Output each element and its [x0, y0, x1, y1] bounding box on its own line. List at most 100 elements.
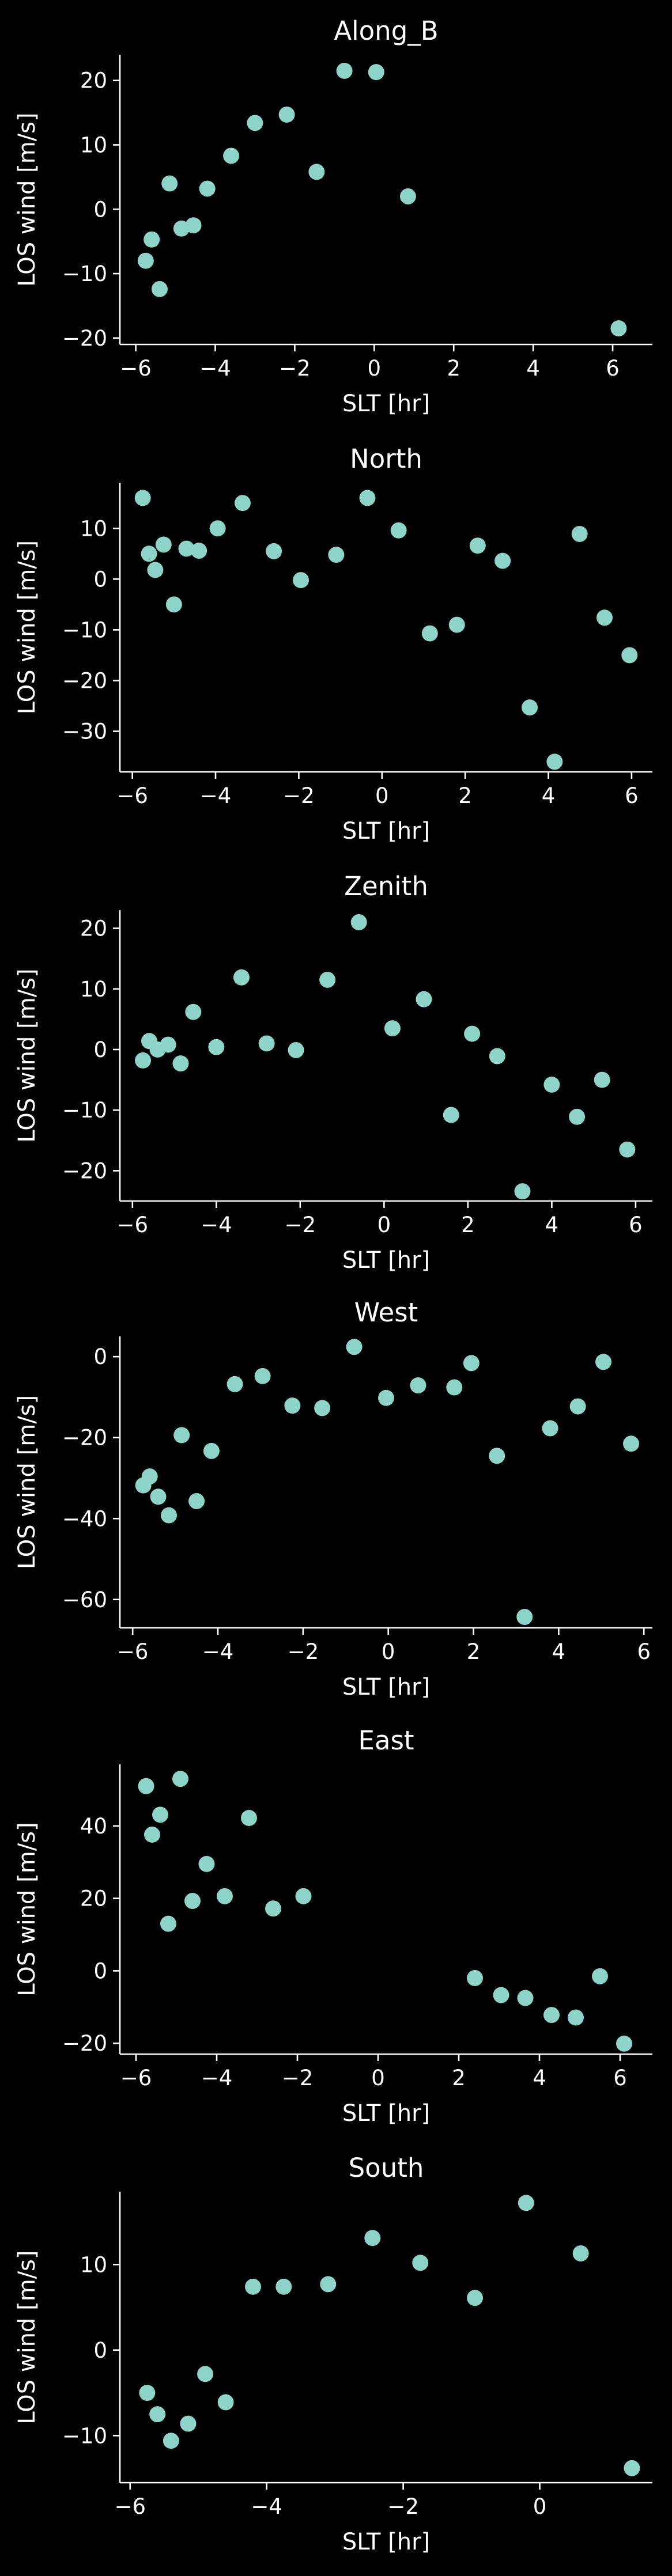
data-point [134, 490, 151, 506]
y-tick-label: −20 [62, 668, 107, 693]
data-point [514, 1183, 531, 1200]
data-point [412, 2255, 429, 2271]
data-point [594, 1071, 610, 1088]
y-tick-label: −30 [62, 719, 107, 744]
x-tick-label: −2 [279, 356, 311, 381]
data-point [135, 1052, 152, 1069]
x-tick-label: −6 [114, 2494, 146, 2519]
x-tick-label: −4 [199, 356, 231, 381]
data-point [319, 971, 336, 988]
data-point [467, 2290, 483, 2306]
data-point [592, 1968, 608, 1984]
data-point [469, 537, 486, 554]
data-point [138, 1778, 154, 1794]
data-point [184, 1893, 201, 1910]
data-point [185, 217, 202, 234]
data-point [234, 495, 251, 512]
data-point [416, 991, 432, 1007]
data-point [160, 1915, 176, 1932]
data-point [336, 62, 353, 79]
y-tick-label: 20 [80, 69, 107, 93]
data-point [266, 543, 282, 559]
data-point [464, 1025, 481, 1042]
x-tick-label: −6 [120, 356, 152, 381]
data-point [543, 2007, 560, 2024]
data-point [160, 1036, 176, 1053]
x-tick-label: 6 [606, 356, 620, 381]
data-point [180, 2415, 197, 2432]
y-tick-label: 40 [80, 1814, 107, 1839]
data-point [208, 1039, 225, 1055]
x-tick-label: −2 [288, 1639, 319, 1664]
data-point [350, 914, 367, 931]
data-point [463, 1355, 480, 1372]
data-point [571, 525, 588, 542]
x-tick-label: −6 [120, 2066, 152, 2090]
data-point [197, 2366, 214, 2382]
data-point [288, 1042, 304, 1059]
chart-title: Zenith [344, 871, 428, 901]
y-tick-label: 0 [93, 197, 107, 222]
x-axis-label: SLT [hr] [342, 1674, 430, 1700]
y-tick-label: 10 [80, 2252, 107, 2277]
y-tick-label: −20 [62, 1426, 107, 1450]
x-tick-label: 4 [542, 783, 556, 808]
data-point [217, 2394, 234, 2411]
data-point [265, 1900, 281, 1917]
data-point [421, 625, 438, 642]
data-point [151, 281, 168, 297]
data-point [191, 543, 207, 559]
data-point [467, 1969, 483, 1986]
data-point [141, 1468, 158, 1485]
data-point [241, 1810, 257, 1827]
y-tick-label: −20 [62, 2031, 107, 2056]
x-tick-label: 6 [613, 2066, 627, 2090]
data-point [384, 1020, 401, 1037]
data-point [278, 106, 295, 123]
data-point [378, 1389, 394, 1406]
data-point [247, 115, 263, 131]
x-tick-label: −4 [200, 783, 232, 808]
x-tick-label: 0 [375, 783, 389, 808]
data-point [172, 1771, 188, 1787]
data-point [494, 552, 511, 569]
data-point [368, 64, 384, 81]
data-point [489, 1048, 505, 1065]
x-tick-label: 2 [461, 1213, 475, 1237]
data-point [443, 1107, 459, 1123]
data-point [150, 1488, 167, 1505]
x-tick-label: 0 [371, 2066, 385, 2090]
data-point [188, 1493, 205, 1510]
y-tick-label: 20 [80, 916, 107, 941]
x-tick-label: 0 [377, 1213, 391, 1237]
data-point [569, 1398, 586, 1415]
x-tick-label: 0 [382, 1639, 395, 1664]
y-tick-label: −10 [62, 262, 107, 286]
y-tick-label: −40 [62, 1506, 107, 1531]
x-tick-label: 0 [533, 2494, 547, 2519]
x-axis-label: SLT [hr] [342, 1247, 430, 1274]
data-point [178, 540, 195, 557]
data-point [163, 2433, 179, 2449]
y-tick-label: 10 [80, 977, 107, 1002]
x-tick-label: −6 [117, 1213, 149, 1237]
data-point [172, 1055, 189, 1072]
x-tick-label: −6 [116, 783, 148, 808]
data-point [165, 596, 182, 613]
data-point [399, 188, 416, 204]
data-point [364, 2230, 381, 2247]
y-axis-label: LOS wind [m/s] [14, 1822, 40, 1996]
data-point [199, 180, 216, 197]
chart-title: Along_B [334, 16, 438, 46]
data-point [144, 231, 160, 248]
data-point [410, 1377, 426, 1394]
x-tick-label: 6 [637, 1639, 651, 1664]
x-tick-label: −2 [282, 2066, 314, 2090]
y-axis-label: LOS wind [m/s] [14, 112, 40, 286]
data-point [198, 1855, 215, 1872]
data-point [203, 1442, 220, 1459]
x-tick-label: 4 [552, 1639, 566, 1664]
y-tick-label: −10 [62, 618, 107, 642]
